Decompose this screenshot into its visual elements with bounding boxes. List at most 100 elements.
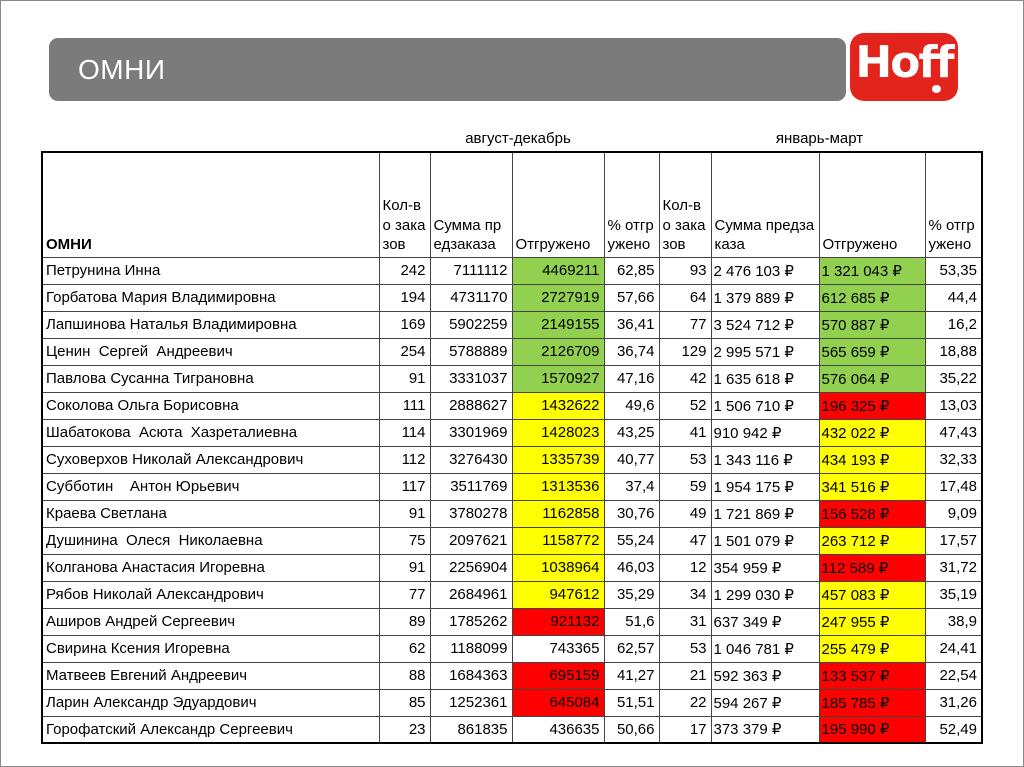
cell-shipped-pct-jan-mar: 35,19 [924,580,983,609]
cell-shipped-pct-aug-dec: 57,66 [603,283,660,312]
cell-orders-aug-dec: 91 [378,364,431,393]
cell-orders-jan-mar: 53 [658,634,712,663]
table-row: Ценин Сергей Андреевич 254 5788889 2126709 3… [41,337,983,366]
cell-shipped-pct-jan-mar: 18,88 [924,337,983,366]
cell-shipped-jan-mar: 565 659 ₽ [818,337,926,366]
cell-shipped-aug-dec: 2727919 [511,283,605,312]
header-orders-aug-dec: Кол-во заказов [378,151,431,258]
header-shipped-jan-mar: Отгружено [818,151,926,258]
cell-orders-aug-dec: 254 [378,337,431,366]
cell-orders-aug-dec: 91 [378,499,431,528]
cell-presale-sum-aug-dec: 3780278 [429,499,513,528]
cell-presale-sum-aug-dec: 1785262 [429,607,513,636]
cell-shipped-aug-dec: 4469211 [511,256,605,285]
cell-shipped-jan-mar: 434 193 ₽ [818,445,926,474]
cell-orders-jan-mar: 22 [658,688,712,717]
cell-presale-sum-jan-mar: 373 379 ₽ [710,715,820,744]
header-presale-sum-jan-mar: Сумма предзаказа [710,151,820,258]
cell-orders-jan-mar: 64 [658,283,712,312]
cell-employee-name: Лапшинова Наталья Владимировна [41,310,380,339]
cell-orders-jan-mar: 53 [658,445,712,474]
cell-shipped-pct-aug-dec: 41,27 [603,661,660,690]
table-row: Павлова Сусанна Тиграновна 91 3331037 15709… [41,364,983,393]
cell-orders-aug-dec: 194 [378,283,431,312]
cell-presale-sum-jan-mar: 2 476 103 ₽ [710,256,820,285]
cell-shipped-aug-dec: 921132 [511,607,605,636]
cell-orders-aug-dec: 89 [378,607,431,636]
cell-presale-sum-aug-dec: 1684363 [429,661,513,690]
cell-presale-sum-jan-mar: 592 363 ₽ [710,661,820,690]
cell-shipped-aug-dec: 1038964 [511,553,605,582]
cell-shipped-pct-aug-dec: 40,77 [603,445,660,474]
cell-orders-aug-dec: 111 [378,391,431,420]
cell-shipped-pct-jan-mar: 47,43 [924,418,983,447]
cell-shipped-jan-mar: 576 064 ₽ [818,364,926,393]
table-row: Душинина Олеся Николаевна 75 2097621 115877… [41,526,983,555]
cell-shipped-pct-jan-mar: 38,9 [924,607,983,636]
cell-employee-name: Петрунина Инна [41,256,380,285]
cell-presale-sum-aug-dec: 3301969 [429,418,513,447]
cell-employee-name: Матвеев Евгений Андреевич [41,661,380,690]
cell-shipped-pct-aug-dec: 36,74 [603,337,660,366]
cell-presale-sum-jan-mar: 1 635 618 ₽ [710,364,820,393]
cell-orders-jan-mar: 21 [658,661,712,690]
cell-shipped-aug-dec: 1158772 [511,526,605,555]
cell-orders-aug-dec: 117 [378,472,431,501]
cell-shipped-pct-aug-dec: 55,24 [603,526,660,555]
cell-shipped-jan-mar: 195 990 ₽ [818,715,926,744]
cell-shipped-pct-jan-mar: 32,33 [924,445,983,474]
cell-shipped-aug-dec: 1432622 [511,391,605,420]
cell-presale-sum-jan-mar: 354 959 ₽ [710,553,820,582]
cell-presale-sum-aug-dec: 2684961 [429,580,513,609]
cell-shipped-pct-jan-mar: 31,72 [924,553,983,582]
table-row: Аширов Андрей Сергеевич 89 1785262 921132 51… [41,607,983,636]
cell-shipped-pct-aug-dec: 47,16 [603,364,660,393]
cell-orders-jan-mar: 47 [658,526,712,555]
cell-orders-jan-mar: 129 [658,337,712,366]
cell-shipped-aug-dec: 1570927 [511,364,605,393]
table-row: Петрунина Инна 242 7111112 4469211 62,85 93 2 … [41,256,983,285]
omni-table: ОМНИ Кол-во заказов Сумма предзаказа Отг… [41,151,983,744]
cell-shipped-aug-dec: 947612 [511,580,605,609]
cell-employee-name: Горофатский Александр Сергеевич [41,715,380,744]
table-row: Соколова Ольга Борисовна 111 2888627 143262… [41,391,983,420]
hoff-logo-dot [932,85,941,93]
cell-employee-name: Аширов Андрей Сергеевич [41,607,380,636]
cell-shipped-pct-jan-mar: 52,49 [924,715,983,744]
cell-shipped-pct-jan-mar: 24,41 [924,634,983,663]
table-row: Колганова Анастасия Игоревна 91 2256904 103… [41,553,983,582]
cell-orders-jan-mar: 17 [658,715,712,744]
cell-employee-name: Субботин Антон Юрьевич [41,472,380,501]
table-row: Рябов Николай Александрович 77 2684961 9476… [41,580,983,609]
cell-presale-sum-aug-dec: 1252361 [429,688,513,717]
cell-shipped-pct-jan-mar: 17,48 [924,472,983,501]
cell-shipped-pct-aug-dec: 62,85 [603,256,660,285]
cell-orders-jan-mar: 41 [658,418,712,447]
cell-orders-aug-dec: 85 [378,688,431,717]
cell-employee-name: Суховерхов Николай Александрович [41,445,380,474]
header-orders-jan-mar: Кол-во заказов [658,151,712,258]
cell-orders-jan-mar: 77 [658,310,712,339]
page-title: ОМНИ [78,53,166,85]
cell-shipped-pct-aug-dec: 37,4 [603,472,660,501]
cell-presale-sum-jan-mar: 594 267 ₽ [710,688,820,717]
cell-presale-sum-aug-dec: 3331037 [429,364,513,393]
cell-shipped-aug-dec: 743365 [511,634,605,663]
cell-presale-sum-aug-dec: 4731170 [429,283,513,312]
cell-presale-sum-jan-mar: 1 954 175 ₽ [710,472,820,501]
cell-employee-name: Соколова Ольга Борисовна [41,391,380,420]
cell-shipped-pct-jan-mar: 16,2 [924,310,983,339]
cell-presale-sum-jan-mar: 1 343 116 ₽ [710,445,820,474]
cell-presale-sum-aug-dec: 2256904 [429,553,513,582]
cell-presale-sum-aug-dec: 3276430 [429,445,513,474]
cell-shipped-pct-aug-dec: 43,25 [603,418,660,447]
cell-presale-sum-aug-dec: 861835 [429,715,513,744]
cell-presale-sum-jan-mar: 1 299 030 ₽ [710,580,820,609]
cell-shipped-pct-jan-mar: 44,4 [924,283,983,312]
cell-presale-sum-jan-mar: 1 379 889 ₽ [710,283,820,312]
cell-employee-name: Рябов Николай Александрович [41,580,380,609]
table-row: Горбатова Мария Владимировна 194 4731170 27… [41,283,983,312]
cell-presale-sum-aug-dec: 1188099 [429,634,513,663]
cell-employee-name: Ларин Александр Эдуардович [41,688,380,717]
cell-presale-sum-aug-dec: 2097621 [429,526,513,555]
